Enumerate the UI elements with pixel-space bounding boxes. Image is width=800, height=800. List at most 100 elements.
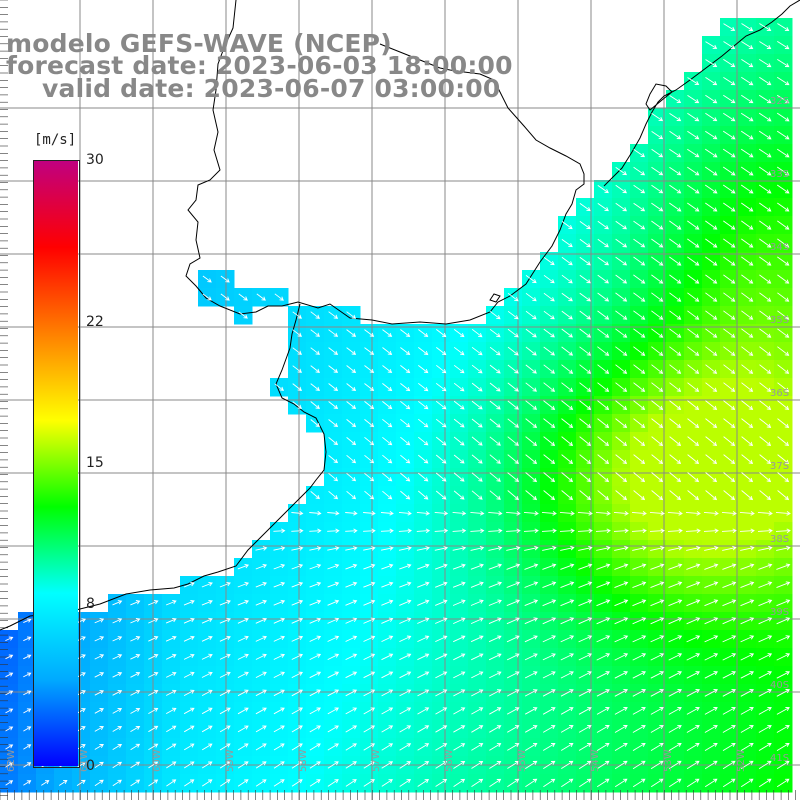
wind-arrow — [507, 436, 519, 446]
colorbar — [33, 160, 80, 768]
wind-arrow — [23, 762, 32, 768]
wind-arrow — [722, 724, 736, 733]
wind-arrow — [471, 689, 484, 697]
wind-arrow — [363, 635, 376, 642]
wind-arrow — [686, 653, 701, 661]
wind-arrow — [560, 725, 574, 733]
wind-arrow — [614, 689, 628, 697]
wind-arrow — [615, 454, 628, 464]
wind-arrow — [651, 418, 664, 428]
wind-arrow — [417, 761, 430, 769]
wind-arrow — [435, 653, 448, 661]
wind-arrow — [687, 256, 700, 266]
wind-arrow — [633, 184, 646, 194]
wind-arrow — [525, 436, 538, 446]
wind-arrow — [703, 528, 719, 534]
wind-arrow — [416, 546, 430, 551]
wind-arrow — [687, 274, 700, 284]
wind-arrow — [777, 490, 790, 501]
wind-arrow — [327, 563, 340, 570]
wind-arrow — [418, 400, 429, 410]
wind-arrow — [489, 778, 502, 787]
wind-arrow — [309, 635, 322, 642]
wind-arrow — [633, 256, 646, 266]
wind-arrow — [219, 671, 231, 678]
wind-arrow — [615, 382, 628, 392]
wind-arrow — [291, 779, 303, 787]
wind-arrow — [488, 545, 503, 551]
wind-arrow — [613, 511, 629, 516]
wind-arrow — [346, 490, 357, 500]
wind-arrow — [399, 761, 412, 769]
wind-arrow — [418, 436, 429, 446]
wind-arrow — [776, 166, 790, 176]
wind-arrow — [435, 472, 447, 482]
wind-arrow — [381, 563, 394, 570]
wind-arrow — [741, 274, 754, 284]
wind-arrow — [687, 346, 700, 356]
wind-arrow — [470, 635, 484, 643]
wind-arrow — [470, 617, 484, 625]
wind-arrow — [615, 436, 628, 446]
wind-arrow — [309, 653, 322, 661]
wind-arrow — [112, 761, 123, 769]
wind-arrow — [759, 490, 772, 501]
wind-arrow — [345, 617, 358, 624]
wind-arrow — [543, 292, 555, 302]
wind-arrow — [130, 707, 141, 714]
wind-arrow — [165, 617, 177, 624]
wind-arrow — [687, 436, 700, 446]
wind-arrow — [237, 653, 249, 660]
wind-arrow — [614, 617, 629, 625]
wind-arrow — [327, 743, 339, 751]
wind-arrow — [507, 382, 519, 392]
wind-arrow — [668, 760, 682, 770]
wind-arrow — [740, 671, 754, 679]
wind-arrow — [274, 383, 285, 391]
wind-arrow — [418, 418, 429, 428]
wind-arrow — [687, 166, 700, 176]
wind-arrow — [758, 760, 772, 770]
wind-arrow — [255, 563, 268, 570]
wind-arrow — [650, 778, 664, 788]
wind-arrow — [579, 472, 592, 483]
wind-arrow — [524, 617, 539, 625]
wind-arrow — [651, 148, 664, 158]
wind-arrow — [292, 365, 302, 373]
wind-arrow — [560, 617, 575, 625]
wind-arrow — [417, 725, 430, 733]
wind-arrow — [400, 365, 411, 374]
wind-arrow — [381, 635, 394, 643]
wind-arrow — [776, 742, 790, 751]
wind-arrow — [633, 364, 646, 374]
wind-arrow — [346, 437, 357, 446]
wind-arrow — [183, 761, 195, 769]
wind-arrow — [543, 310, 555, 320]
wind-arrow — [274, 293, 284, 301]
wind-arrow — [776, 76, 790, 86]
latitude-label: 33S — [770, 169, 789, 180]
latitude-labels: 32S 33S 34S 35S 36S 37S 38S 39S 40S 41S — [770, 96, 789, 764]
wind-arrow — [686, 778, 700, 788]
wind-arrow — [777, 382, 790, 392]
wind-arrow — [704, 778, 718, 788]
wind-arrow — [310, 365, 320, 373]
wind-arrow — [740, 778, 754, 788]
wind-arrow — [238, 293, 248, 301]
wind-arrow — [489, 310, 501, 320]
wind-arrow — [417, 563, 430, 570]
wind-arrow — [328, 347, 339, 355]
wind-arrow — [345, 761, 357, 769]
wind-arrow — [759, 454, 772, 464]
wind-arrow — [705, 418, 718, 428]
wind-arrow — [723, 220, 736, 230]
wind-arrow — [345, 510, 358, 516]
wind-arrow — [471, 761, 484, 769]
wind-arrow — [758, 724, 772, 733]
wind-arrow — [524, 671, 538, 679]
wind-arrow — [525, 472, 538, 483]
wind-arrow — [436, 329, 447, 338]
wind-arrow — [705, 220, 718, 230]
wind-arrow — [704, 617, 719, 625]
latitude-label: 37S — [770, 461, 789, 472]
